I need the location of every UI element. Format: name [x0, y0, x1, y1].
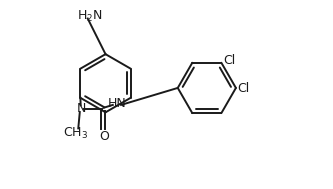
Text: Cl: Cl: [223, 54, 235, 67]
Text: HN: HN: [108, 98, 126, 111]
Text: CH$_3$: CH$_3$: [64, 125, 89, 141]
Text: N: N: [77, 102, 86, 115]
Text: O: O: [99, 130, 109, 143]
Text: H$_2$N: H$_2$N: [77, 9, 102, 24]
Text: Cl: Cl: [237, 82, 250, 95]
